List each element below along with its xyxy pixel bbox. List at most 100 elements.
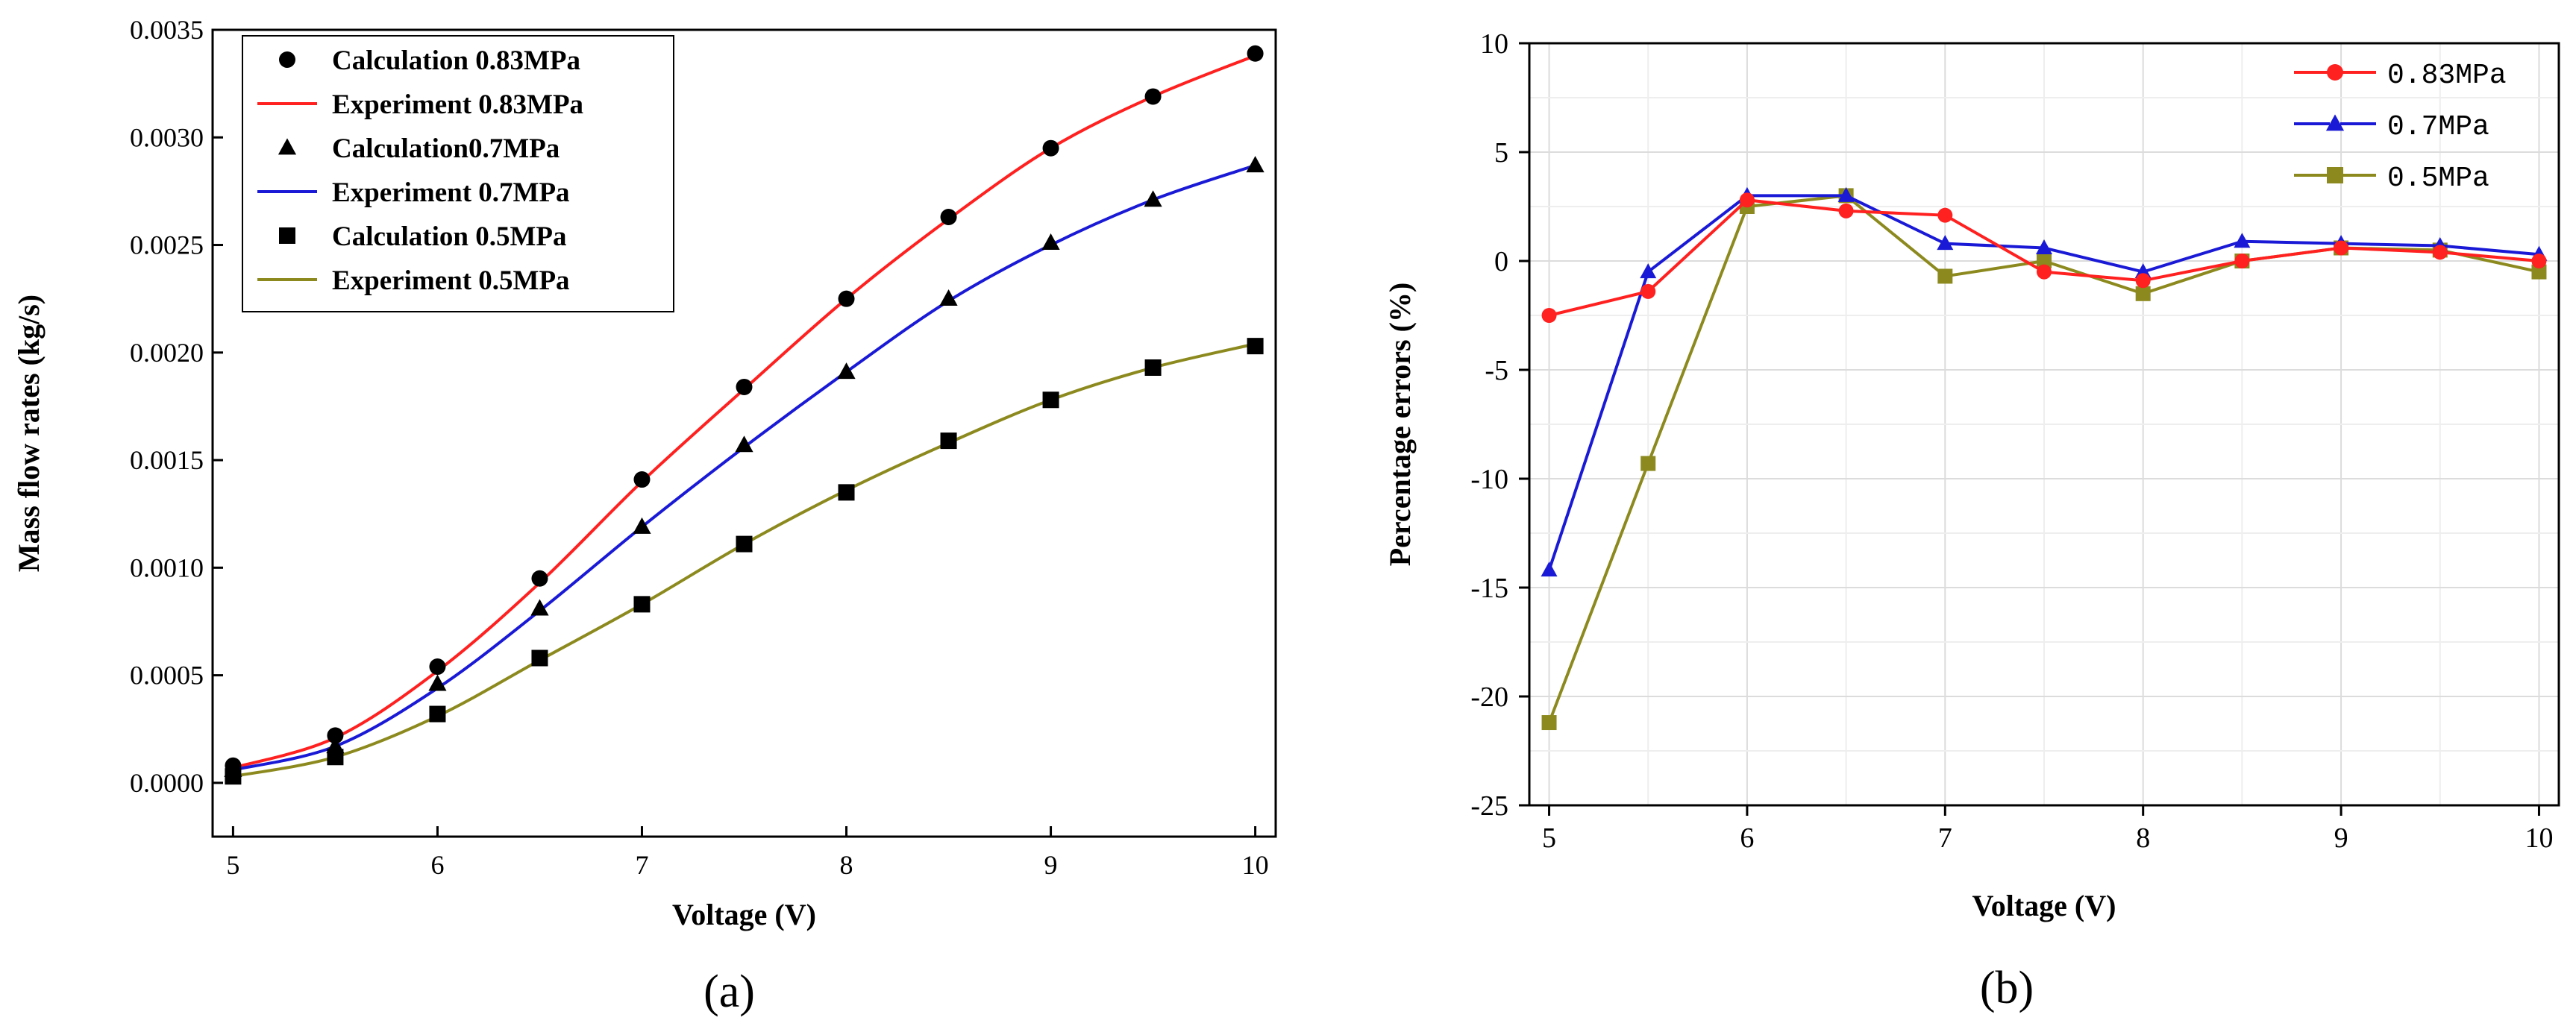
data-point	[1838, 203, 1854, 218]
data-point	[736, 535, 753, 553]
y-tick-label: 0.0035	[130, 15, 204, 45]
data-point	[1247, 338, 1264, 355]
data-point	[2531, 254, 2547, 268]
y-tick-label: 10	[1480, 28, 1508, 60]
y-tick-label: 0	[1494, 246, 1508, 277]
legend-swatch-marker	[2325, 114, 2345, 131]
x-tick-label: 8	[840, 850, 853, 880]
data-point	[531, 570, 548, 587]
data-point	[1937, 207, 1953, 223]
x-tick-label: 5	[226, 850, 239, 880]
data-point	[838, 290, 855, 307]
plot-frame	[1528, 42, 2560, 807]
legend-label: Experiment 0.7MPa	[332, 177, 570, 208]
data-point	[2234, 254, 2250, 268]
x-tick-label: 7	[1938, 822, 1952, 854]
data-point	[633, 517, 651, 534]
panel-a: 5 6 7 8 9 10 0.0000 0.0005 0.0010 0.0015 0.0020 0.0…	[12, 15, 1277, 1017]
y-tick-label: -15	[1470, 573, 1508, 604]
data-point	[1246, 156, 1265, 173]
data-point	[939, 289, 958, 306]
legend-label: 0.7MPa	[2387, 111, 2489, 143]
panel-a-caption: (a)	[703, 966, 755, 1017]
data-point	[2135, 286, 2151, 301]
y-tick-label: -25	[1470, 790, 1508, 822]
legend: 0.83MPa 0.7MPa 0.5MPa	[2294, 60, 2507, 195]
data-point	[2037, 254, 2052, 268]
data-point	[530, 599, 549, 616]
legend-label: 0.5MPa	[2387, 163, 2489, 195]
legend-label: Calculation 0.5MPa	[332, 221, 566, 252]
data-point	[633, 471, 651, 488]
x-tick-label: 9	[2334, 822, 2348, 854]
data-point	[1640, 456, 1656, 471]
legend-label: Calculation0.7MPa	[332, 133, 560, 164]
x-tick-label: 6	[1740, 822, 1754, 854]
data-point	[1541, 561, 1558, 577]
data-point	[327, 749, 344, 766]
x-tick-label: 10	[2525, 822, 2553, 854]
data-point	[1042, 139, 1059, 157]
x-tick-label: 7	[635, 850, 648, 880]
data-point	[1144, 88, 1162, 105]
data-point	[1739, 192, 1755, 208]
data-point	[837, 362, 856, 380]
legend-swatch-marker	[2327, 64, 2343, 81]
data-point	[2234, 233, 2251, 248]
y-tick-label: 0.0000	[130, 768, 204, 798]
data-point	[2037, 264, 2052, 280]
data-point	[1041, 233, 1060, 250]
x-tick-label: 9	[1044, 850, 1058, 880]
legend-label: Experiment 0.5MPa	[332, 265, 570, 296]
legend: Calculation 0.83MPa Experiment 0.83MPa Cal…	[242, 35, 674, 312]
y-tick-label: -20	[1470, 682, 1508, 713]
data-point	[429, 658, 446, 676]
panel-b: 5 6 7 8 9 10 -25 -20 -15 -10 -5 0 5 10 Voltage (V) Perc…	[1383, 28, 2560, 1013]
legend-swatch-marker	[2327, 167, 2343, 183]
data-point	[531, 649, 548, 667]
x-tick-label: 6	[430, 850, 444, 880]
data-point	[838, 484, 855, 501]
data-point	[1144, 359, 1162, 376]
y-tick-label: 5	[1494, 137, 1508, 169]
data-point	[940, 209, 957, 226]
x-tick-label: 5	[1542, 822, 1556, 854]
data-point	[1937, 235, 1954, 251]
x-tick-label: 10	[1242, 850, 1269, 880]
legend-label: Experiment 0.83MPa	[332, 89, 583, 120]
y-axis-label: Percentage errors (%)	[1383, 283, 1417, 567]
data-point	[2135, 273, 2151, 289]
data-point	[1640, 283, 1656, 299]
data-point	[429, 705, 446, 723]
panel-b-caption: (b)	[1980, 963, 2034, 1013]
data-point	[1937, 268, 1953, 284]
data-point	[2531, 264, 2547, 280]
legend-swatch	[278, 138, 297, 155]
data-point	[1144, 190, 1162, 207]
data-point	[736, 378, 753, 395]
y-tick-label: 0.0020	[130, 338, 204, 368]
data-point	[940, 432, 957, 450]
data-point	[1837, 186, 1855, 202]
y-tick-label: -5	[1485, 355, 1508, 386]
data-point	[1042, 391, 1059, 409]
plot-frame	[211, 28, 1277, 838]
legend-swatch	[279, 51, 295, 68]
data-point	[225, 768, 242, 785]
y-tick-label: 0.0030	[130, 122, 204, 152]
data-point	[1247, 45, 1264, 62]
y-tick-label: 0.0010	[130, 553, 204, 582]
data-point	[428, 674, 447, 691]
x-axis-label: Voltage (V)	[672, 898, 816, 931]
x-tick-label: 8	[2136, 822, 2150, 854]
legend-label: Calculation 0.83MPa	[332, 45, 580, 76]
data-point	[735, 435, 753, 453]
data-point	[1541, 308, 1557, 323]
data-point	[1541, 715, 1557, 731]
data-point	[2334, 240, 2349, 256]
data-point	[2036, 239, 2052, 254]
y-tick-label: 0.0005	[130, 661, 204, 690]
y-tick-label: -10	[1470, 464, 1508, 495]
legend-swatch	[279, 227, 295, 244]
